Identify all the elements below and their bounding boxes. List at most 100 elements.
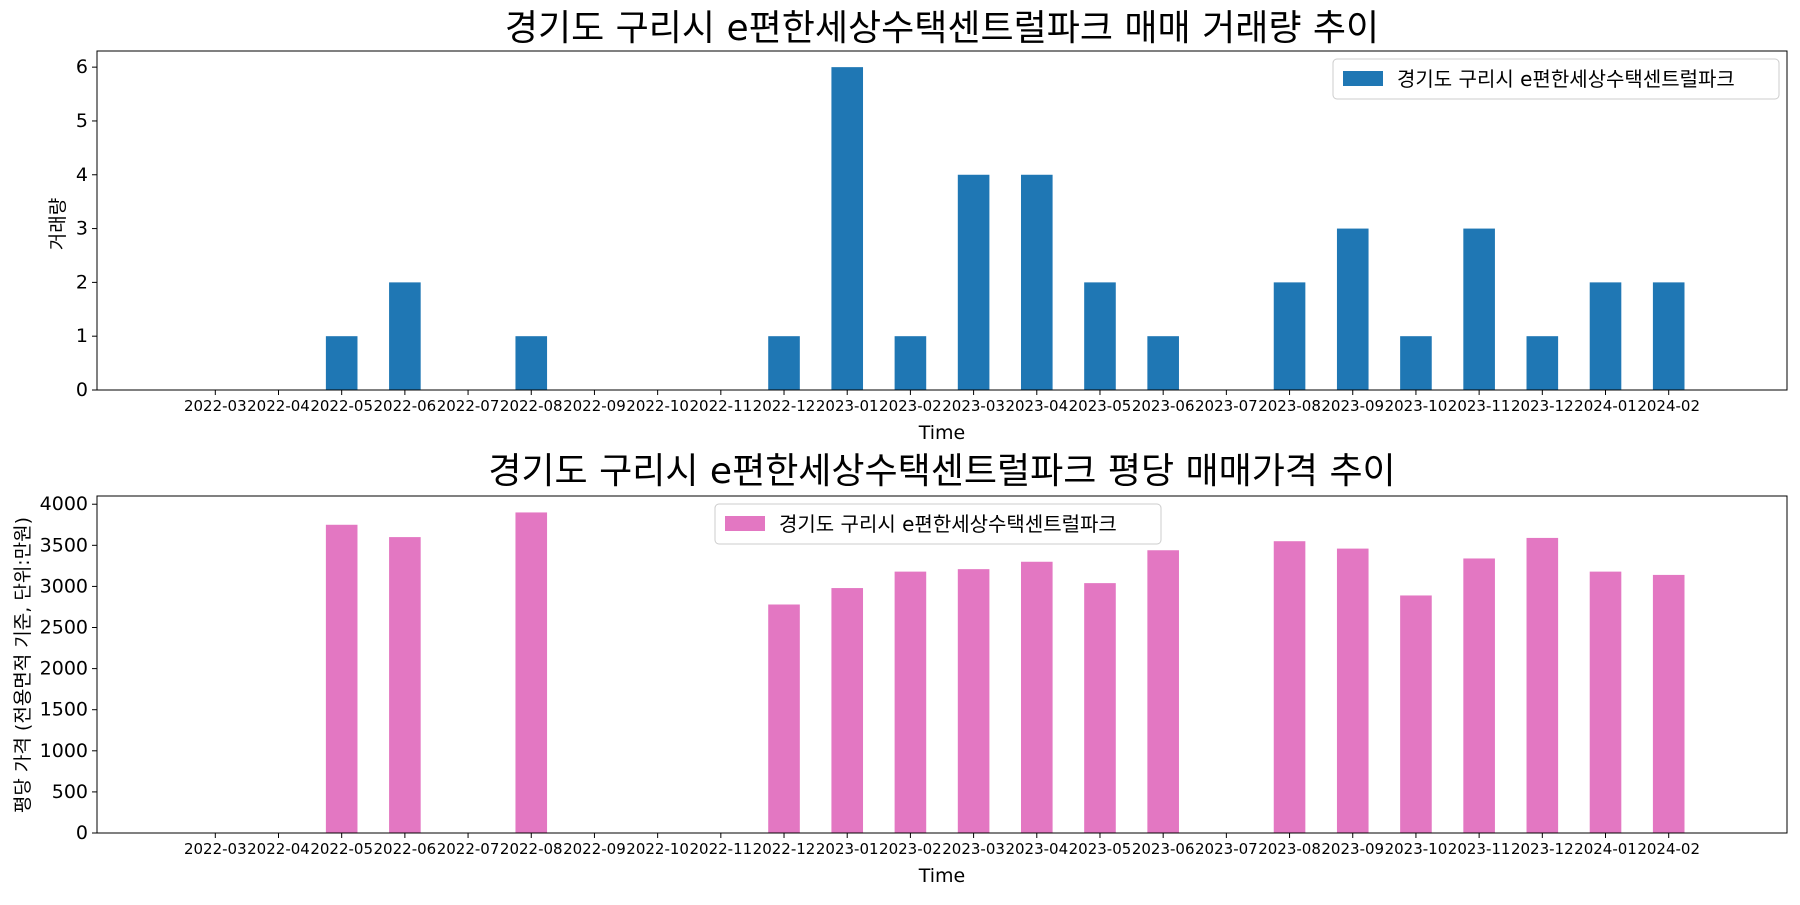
price-bar — [831, 588, 864, 833]
volume-bar — [1400, 336, 1432, 390]
volume-bar — [1147, 336, 1179, 390]
volume-x-tick-label: 2022-09 — [563, 397, 626, 415]
volume-chart-plot-area: 2022-03 2022-04 2022-05 2022-06 2022-07 2022-… — [76, 50, 1788, 415]
volume-bar — [389, 282, 421, 390]
price-bar — [1652, 574, 1685, 833]
volume-x-tick-label: 2023-04 — [1005, 397, 1068, 415]
price-y-tick-label: 3000 — [40, 575, 88, 597]
volume-x-tick-label: 2022-10 — [626, 397, 689, 415]
price-x-tick-label: 2023-01 — [816, 840, 879, 858]
price-y-tick-label: 2000 — [40, 658, 88, 680]
volume-x-tick-label: 2024-02 — [1637, 397, 1700, 415]
volume-legend-box — [1332, 58, 1780, 100]
volume-y-tick-label: 0 — [76, 379, 88, 401]
volume-bar — [325, 336, 358, 390]
price-y-tick-label: 1500 — [40, 699, 88, 721]
volume-axes-frame — [96, 50, 1788, 391]
price-x-tick-label: 2022-12 — [753, 840, 816, 858]
volume-x-tick-label: 2023-02 — [879, 397, 942, 415]
volume-x-tick-label: 2022-08 — [500, 397, 563, 415]
volume-bar — [957, 174, 990, 390]
volume-legend: 경기도 구리시 e편한세상수택센트럴파크 — [1332, 58, 1780, 100]
price-bar — [1147, 550, 1179, 833]
price-bar — [1463, 558, 1495, 833]
volume-chart-title: 경기도 구리시 e편한세상수택센트럴파크 매매 거래량 추이 — [505, 8, 1379, 49]
volume-bar — [768, 336, 800, 390]
price-chart-plot-area: 2022-03 2022-04 2022-05 2022-06 2022-07 2022-… — [40, 493, 1788, 858]
price-x-tick-label: 2022-10 — [626, 840, 689, 858]
price-bar — [515, 512, 548, 833]
volume-y-tick-label: 6 — [76, 56, 88, 78]
volume-x-tick-label: 2022-11 — [689, 397, 752, 415]
price-x-tick-label: 2023-02 — [879, 840, 942, 858]
volume-x-tick-label: 2022-12 — [753, 397, 816, 415]
price-x-tick-label: 2023-11 — [1448, 840, 1511, 858]
price-legend-swatch — [725, 516, 765, 531]
price-bar — [894, 571, 927, 833]
price-bar — [1336, 548, 1369, 833]
volume-bar — [1463, 228, 1495, 390]
price-x-tick-label: 2022-08 — [500, 840, 563, 858]
price-legend: 경기도 구리시 e편한세상수택센트럴파크 — [714, 503, 1162, 545]
volume-y-tick-label: 4 — [76, 164, 88, 186]
volume-x-tick-label: 2023-09 — [1321, 397, 1384, 415]
volume-chart-ylabel: 거래량 — [47, 198, 69, 250]
volume-x-tick-label: 2023-05 — [1069, 397, 1132, 415]
volume-x-tick-label: 2023-01 — [816, 397, 879, 415]
volume-bar — [831, 67, 864, 390]
price-bar — [1273, 541, 1306, 833]
volume-bar — [1652, 282, 1685, 390]
price-x-tick-label: 2022-07 — [437, 840, 500, 858]
volume-x-tick-label: 2023-12 — [1511, 397, 1574, 415]
price-legend-box — [714, 503, 1162, 545]
price-y-tick-label: 500 — [52, 781, 88, 803]
price-y-tick-label: 1000 — [40, 740, 88, 762]
price-x-tick-label: 2023-07 — [1195, 840, 1258, 858]
price-y-tick-label: 4000 — [40, 493, 88, 515]
price-x-tick-label: 2023-10 — [1385, 840, 1448, 858]
volume-x-tick-label: 2023-07 — [1195, 397, 1258, 415]
volume-x-tick-label: 2022-04 — [247, 397, 310, 415]
price-x-tick-label: 2023-03 — [942, 840, 1005, 858]
price-x-tick-label: 2023-08 — [1258, 840, 1321, 858]
price-x-tick-label: 2022-05 — [310, 840, 373, 858]
volume-legend-swatch — [1343, 71, 1383, 86]
volume-y-tick-label: 3 — [76, 218, 88, 240]
volume-bar — [1526, 336, 1559, 390]
price-chart-title: 경기도 구리시 e편한세상수택센트럴파크 평당 매매가격 추이 — [488, 451, 1395, 492]
price-axes-frame — [96, 495, 1788, 834]
volume-bar — [1020, 174, 1053, 390]
volume-x-tick-label: 2023-03 — [942, 397, 1005, 415]
volume-x-tick-label: 2023-08 — [1258, 397, 1321, 415]
volume-chart-xlabel: Time — [918, 422, 966, 444]
volume-x-tick-label: 2022-06 — [374, 397, 437, 415]
price-x-tick-label: 2024-02 — [1637, 840, 1700, 858]
price-bar — [1084, 583, 1116, 833]
price-x-tick-label: 2022-09 — [563, 840, 626, 858]
volume-x-tick-label: 2024-01 — [1574, 397, 1637, 415]
price-bar — [1526, 537, 1559, 833]
price-x-tick-label: 2023-12 — [1511, 840, 1574, 858]
price-x-tick-label: 2024-01 — [1574, 840, 1637, 858]
volume-y-tick-label: 2 — [76, 271, 88, 293]
volume-bar — [1589, 282, 1622, 390]
price-x-tick-label: 2023-05 — [1069, 840, 1132, 858]
volume-y-tick-label: 5 — [76, 110, 88, 132]
price-bar — [389, 537, 421, 833]
price-x-tick-label: 2022-11 — [689, 840, 752, 858]
price-bar — [957, 569, 990, 833]
volume-bar — [1273, 282, 1306, 390]
volume-legend-label: 경기도 구리시 e편한세상수택센트럴파크 — [1397, 67, 1735, 91]
price-x-tick-label: 2023-06 — [1132, 840, 1195, 858]
price-y-tick-label: 2500 — [40, 617, 88, 639]
volume-chart: 경기도 구리시 e편한세상수택센트럴파크 매매 거래량 추이 Time 거래량 … — [47, 8, 1788, 444]
price-bar — [1400, 595, 1432, 833]
volume-bar — [894, 336, 927, 390]
volume-x-tick-label: 2023-11 — [1448, 397, 1511, 415]
price-x-tick-label: 2023-09 — [1321, 840, 1384, 858]
volume-y-tick-label: 1 — [76, 325, 88, 347]
price-bar — [1589, 571, 1622, 833]
volume-bar — [515, 336, 548, 390]
volume-x-tick-label: 2022-03 — [184, 397, 247, 415]
